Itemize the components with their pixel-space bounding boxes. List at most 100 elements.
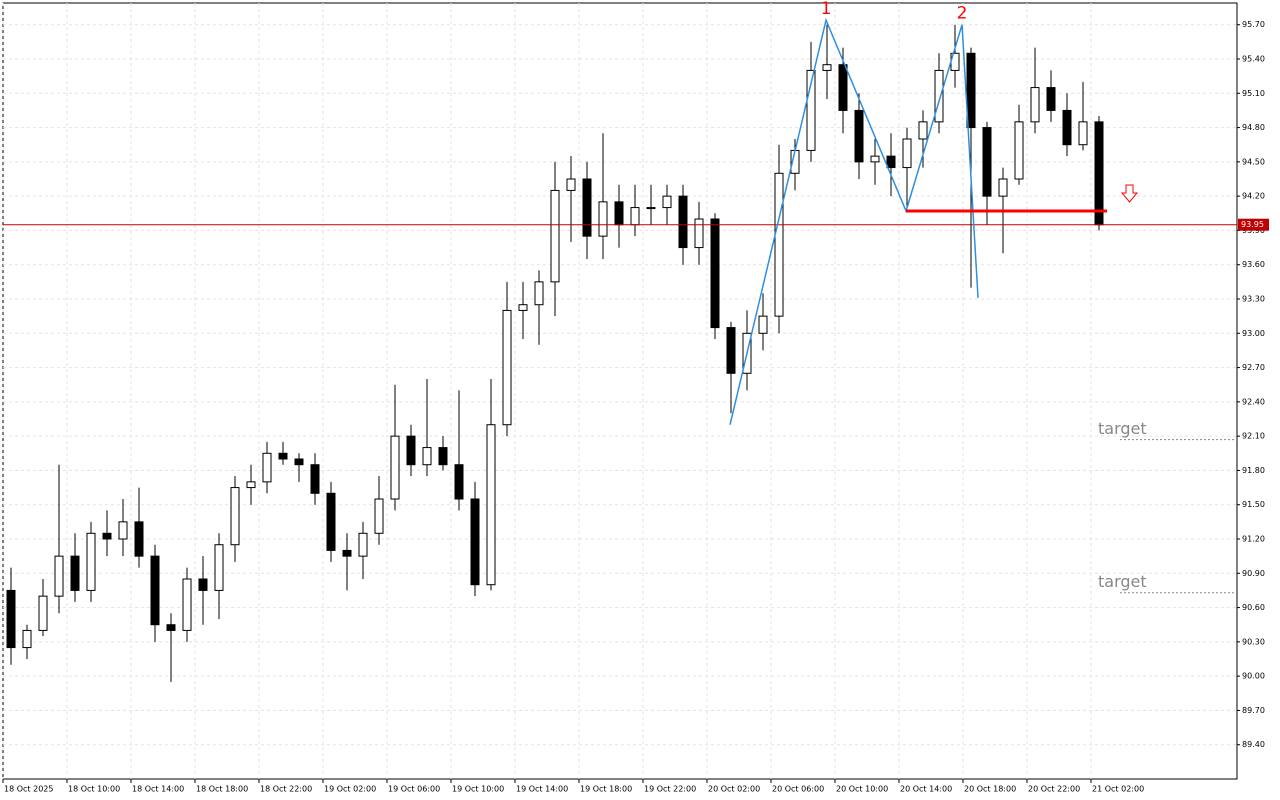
candle-body xyxy=(278,452,288,460)
x-tick-label: 19 Oct 18:00 xyxy=(580,785,632,794)
y-tick-label: 91.80 xyxy=(1242,466,1265,475)
candle-body xyxy=(86,532,96,591)
candle-body xyxy=(934,69,944,123)
candle-body xyxy=(854,109,864,163)
candle-body xyxy=(502,309,512,426)
y-tick-label: 94.20 xyxy=(1242,192,1265,201)
candle-body xyxy=(358,532,368,557)
x-tick-label: 20 Oct 02:00 xyxy=(708,785,760,794)
candle-body xyxy=(390,435,400,500)
candle-body xyxy=(6,589,16,649)
candle-body xyxy=(774,172,784,317)
candle-body xyxy=(38,595,48,631)
candle-body xyxy=(614,201,624,226)
candle-body xyxy=(486,424,496,586)
target-label: target xyxy=(1098,419,1147,438)
candle-body xyxy=(1014,121,1024,180)
candle-body xyxy=(262,452,272,483)
candle-body xyxy=(182,578,192,631)
candle-body xyxy=(310,464,320,494)
candle-body xyxy=(886,155,896,169)
y-tick-label: 89.40 xyxy=(1242,740,1265,749)
candle-body xyxy=(54,555,64,597)
x-tick-label: 20 Oct 06:00 xyxy=(772,785,824,794)
y-tick-label: 95.40 xyxy=(1242,55,1265,64)
candle-body xyxy=(870,155,880,163)
candle-body xyxy=(550,189,560,283)
candle-body xyxy=(1062,109,1072,146)
candle-body xyxy=(518,304,528,311)
x-tick-label: 19 Oct 06:00 xyxy=(388,785,440,794)
candle-body xyxy=(566,178,576,191)
candle-body xyxy=(342,549,352,557)
y-tick-label: 91.50 xyxy=(1242,500,1265,509)
candle-body xyxy=(582,178,592,237)
candle-body xyxy=(534,281,544,306)
candle-body xyxy=(470,498,480,586)
y-tick-label: 93.30 xyxy=(1242,295,1265,304)
y-tick-label: 94.80 xyxy=(1242,123,1265,132)
candle-body xyxy=(214,544,224,591)
y-tick-label: 92.10 xyxy=(1242,432,1265,441)
candle-body xyxy=(822,64,832,71)
candle-body xyxy=(982,127,992,197)
y-tick-label: 95.70 xyxy=(1242,20,1265,29)
y-tick-label: 92.70 xyxy=(1242,363,1265,372)
candle-body xyxy=(150,555,160,626)
candle-body xyxy=(22,629,32,649)
pattern-label: 1 xyxy=(821,0,832,19)
candle-body xyxy=(70,555,80,591)
candle-body xyxy=(918,121,928,140)
candle-body xyxy=(118,521,128,540)
candle-body xyxy=(710,218,720,329)
x-tick-label: 19 Oct 14:00 xyxy=(516,785,568,794)
x-tick-label: 20 Oct 18:00 xyxy=(964,785,1016,794)
plot-frame xyxy=(2,2,1238,780)
x-tick-label: 18 Oct 18:00 xyxy=(196,785,248,794)
pattern-label: 2 xyxy=(957,4,968,24)
candle-body xyxy=(454,464,464,500)
candle-body xyxy=(630,207,640,226)
y-tick-label: 90.00 xyxy=(1242,672,1265,681)
current-price-box xyxy=(1238,218,1269,231)
candle-body xyxy=(246,481,256,489)
candle-body xyxy=(1078,121,1088,146)
sell-arrow xyxy=(1120,184,1139,203)
candle-body xyxy=(422,447,432,466)
y-tick-label: 95.10 xyxy=(1242,89,1265,98)
x-tick-label: 19 Oct 02:00 xyxy=(324,785,376,794)
candle-body xyxy=(326,492,336,551)
y-tick-label: 92.40 xyxy=(1242,397,1265,406)
candle-body xyxy=(662,195,672,209)
candle-body xyxy=(806,69,816,151)
overlay-layer: 1 2 target target xyxy=(3,0,1237,594)
candle-body xyxy=(406,435,416,466)
candle-body xyxy=(678,195,688,249)
target-label: target xyxy=(1098,572,1147,591)
candle-body xyxy=(1094,121,1104,226)
candle-body xyxy=(198,578,208,591)
y-tick-label: 90.60 xyxy=(1242,603,1265,612)
x-tick-label: 18 Oct 10:00 xyxy=(68,785,120,794)
candle-body xyxy=(1030,87,1040,123)
candle-body xyxy=(438,447,448,466)
candle-body xyxy=(294,458,304,466)
candle-body xyxy=(838,64,848,111)
y-tick-label: 93.60 xyxy=(1242,260,1265,269)
candle-body xyxy=(966,52,976,129)
y-tick-label: 89.70 xyxy=(1242,706,1265,715)
candle-body xyxy=(134,521,144,557)
y-tick-label: 90.90 xyxy=(1242,569,1265,578)
candle-body xyxy=(902,138,912,169)
y-tick-label: 90.30 xyxy=(1242,637,1265,646)
x-tick-label: 18 Oct 22:00 xyxy=(260,785,312,794)
candle-body xyxy=(646,207,656,210)
axis-layer: 89.40 89.70 90.00 90.30 90.60 90.90 91.20 91.50… xyxy=(2,20,1269,794)
candle-body xyxy=(230,487,240,546)
x-tick-label: 20 Oct 10:00 xyxy=(836,785,888,794)
y-tick-label: 94.50 xyxy=(1242,157,1265,166)
candle-body xyxy=(694,218,704,249)
x-tick-label: 21 Oct 02:00 xyxy=(1092,785,1144,794)
